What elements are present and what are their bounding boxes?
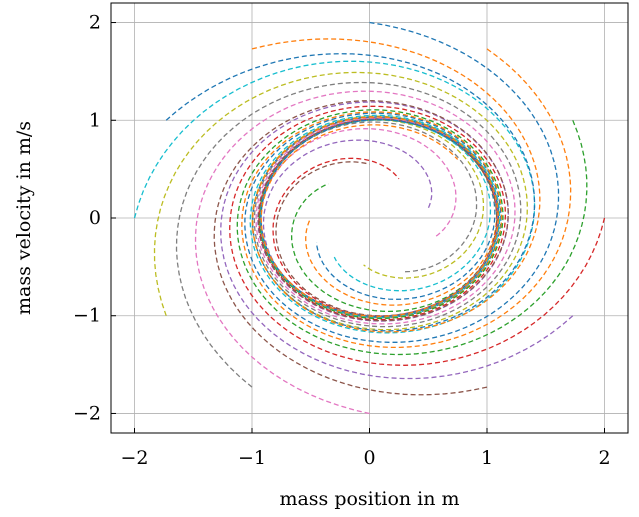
x-tick-label-1: −1	[238, 447, 266, 469]
y-tick-label-3: 1	[89, 109, 101, 131]
y-tick-label-4: 2	[89, 12, 101, 34]
trajectory-9	[133, 60, 536, 334]
trajectory-5	[213, 100, 509, 396]
trajectory-11	[251, 38, 541, 333]
trajectory-6	[194, 90, 516, 415]
y-tick-label-1: −1	[73, 305, 101, 327]
trajectory-4	[220, 101, 574, 380]
x-axis-label: mass position in m	[279, 488, 459, 510]
trajectory-10	[165, 53, 536, 332]
trajectory-0	[244, 21, 560, 343]
x-tick-label-4: 2	[598, 447, 610, 469]
x-tick-label-3: 1	[481, 447, 493, 469]
trajectory-2	[236, 109, 588, 356]
y-axis-label: mass velocity in m/s	[13, 121, 35, 315]
x-tick-label-0: −2	[120, 447, 148, 469]
trajectory-7	[175, 81, 522, 388]
y-tick-label-0: −2	[73, 402, 101, 424]
y-tick-label-2: 0	[89, 207, 101, 229]
trajectory-8	[153, 71, 528, 331]
trajectory-curves	[133, 21, 606, 415]
trajectory-1	[241, 48, 572, 349]
axis-ticks: −2 −1 0 1 2 −2 −1 0 1 2	[73, 12, 611, 469]
grid-lines	[111, 3, 628, 433]
x-tick-label-2: 0	[363, 447, 375, 469]
